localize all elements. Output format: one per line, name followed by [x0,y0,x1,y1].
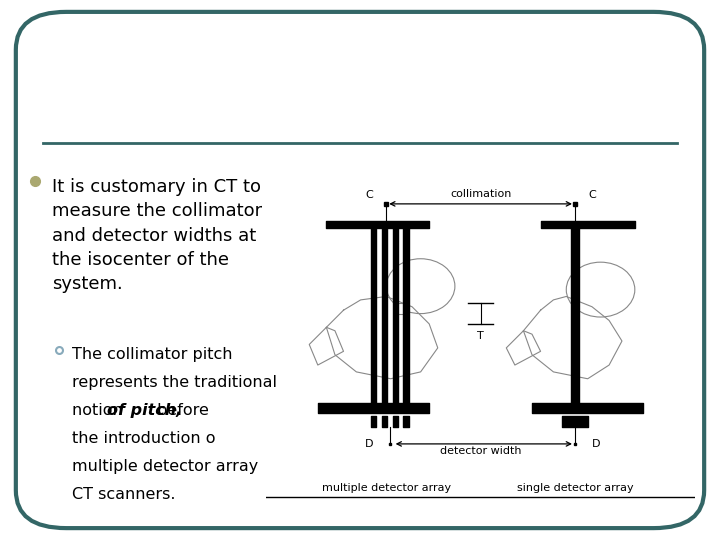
Text: the introduction o: the introduction o [72,431,215,446]
Text: collimation: collimation [450,189,511,199]
Text: detector width: detector width [440,446,521,456]
Text: D: D [365,439,374,449]
Text: D: D [592,439,600,449]
FancyBboxPatch shape [16,12,704,528]
Text: represents the traditional: represents the traditional [72,375,277,390]
Text: C: C [365,191,373,200]
Text: T: T [477,330,484,341]
Text: single detector array: single detector array [516,483,633,494]
Text: multiple detector array: multiple detector array [72,459,258,474]
Text: CT scanners.: CT scanners. [72,487,176,502]
Text: multiple detector array: multiple detector array [322,483,451,494]
Text: It is customary in CT to
measure the collimator
and detector widths at
the isoce: It is customary in CT to measure the col… [52,178,262,293]
Text: before: before [152,403,209,418]
Text: of pitch,: of pitch, [107,403,183,418]
Text: C: C [588,191,596,200]
Text: notion: notion [72,403,128,418]
Text: The collimator pitch: The collimator pitch [72,347,233,362]
Polygon shape [395,303,408,314]
